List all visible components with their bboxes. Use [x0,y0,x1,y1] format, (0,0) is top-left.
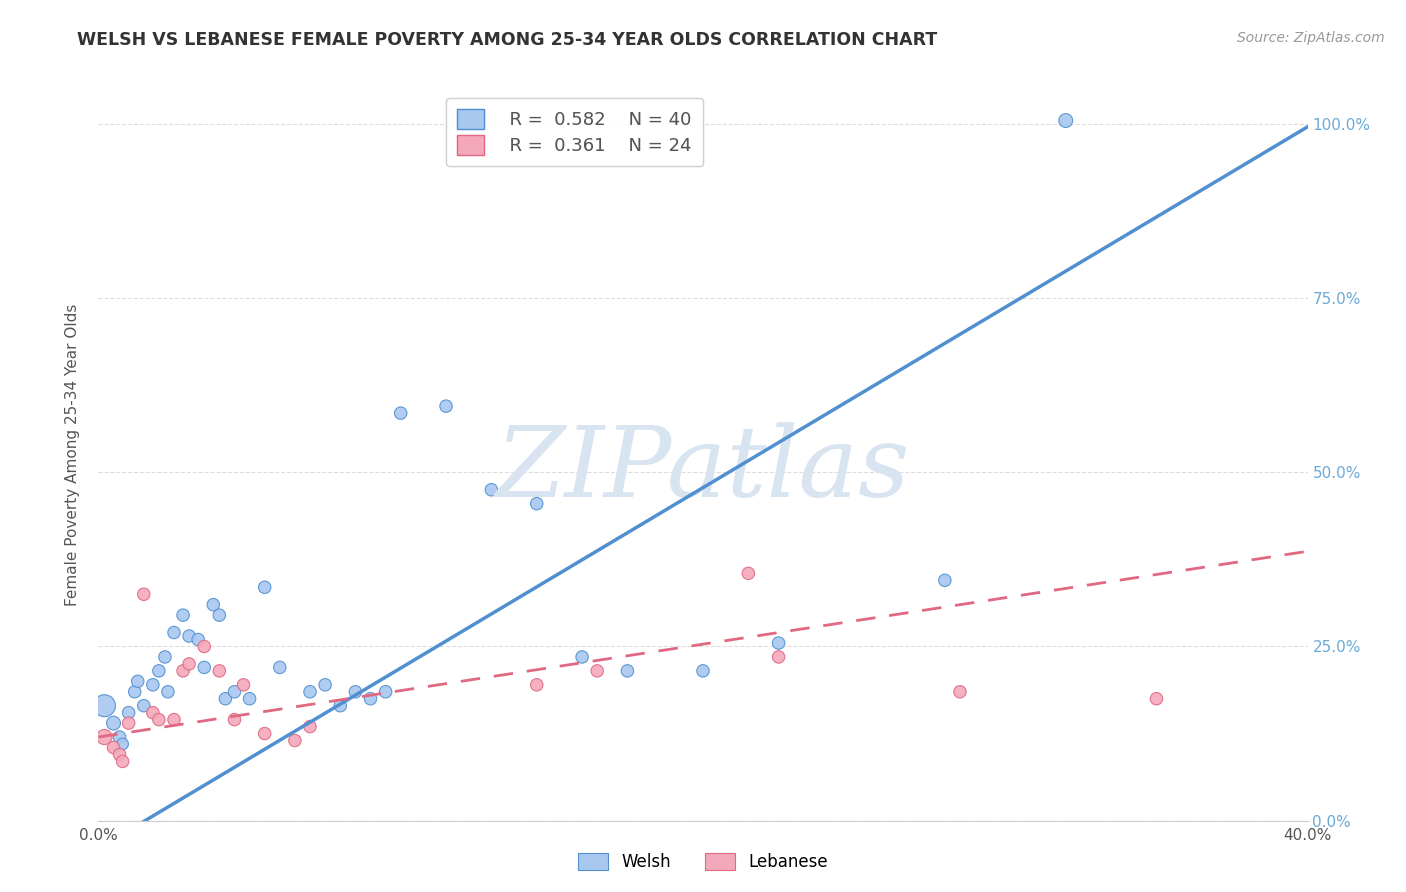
Point [124,685,146,699]
Point [156,685,179,699]
Point [934,574,956,588]
Point [526,678,548,692]
Point [187,632,209,647]
Point [389,406,412,420]
Point [616,664,638,678]
Y-axis label: Female Poverty Among 25-34 Year Olds: Female Poverty Among 25-34 Year Olds [65,304,80,606]
Point [239,691,262,706]
Point [163,625,186,640]
Point [127,674,149,689]
Point [153,649,176,664]
Point [108,747,131,762]
Point [481,483,503,497]
Point [949,685,972,699]
Point [586,664,609,678]
Point [374,685,396,699]
Point [1144,691,1167,706]
Point [253,580,276,594]
Text: Source: ZipAtlas.com: Source: ZipAtlas.com [1237,31,1385,45]
Point [111,737,134,751]
Point [163,713,186,727]
Point [148,713,170,727]
Point [179,629,201,643]
Point [284,733,307,747]
Point [224,685,246,699]
Point [148,664,170,678]
Point [299,685,322,699]
Point [571,649,593,664]
Point [193,660,215,674]
Point [434,399,457,413]
Point [118,716,141,731]
Point [179,657,201,671]
Point [111,755,134,769]
Point [299,720,322,734]
Point [108,730,131,744]
Point [526,497,548,511]
Point [1054,113,1077,128]
Point [737,566,759,581]
Point [193,640,215,654]
Point [93,730,115,744]
Text: ZIPatlas: ZIPatlas [496,422,910,517]
Point [214,691,236,706]
Point [208,664,231,678]
Text: WELSH VS LEBANESE FEMALE POVERTY AMONG 25-34 YEAR OLDS CORRELATION CHART: WELSH VS LEBANESE FEMALE POVERTY AMONG 2… [77,31,938,49]
Point [269,660,291,674]
Legend:   R =  0.582    N = 40,   R =  0.361    N = 24: R = 0.582 N = 40, R = 0.361 N = 24 [446,98,703,166]
Point [172,664,194,678]
Point [768,636,790,650]
Point [344,685,367,699]
Point [692,664,714,678]
Point [329,698,352,713]
Point [768,649,790,664]
Point [103,716,125,731]
Point [103,740,125,755]
Point [142,706,165,720]
Point [314,678,336,692]
Point [132,698,155,713]
Point [202,598,225,612]
Point [208,608,231,623]
Point [142,678,165,692]
Point [93,698,115,713]
Point [118,706,141,720]
Point [232,678,254,692]
Point [360,691,382,706]
Point [224,713,246,727]
Point [172,608,194,623]
Point [132,587,155,601]
Point [253,726,276,740]
